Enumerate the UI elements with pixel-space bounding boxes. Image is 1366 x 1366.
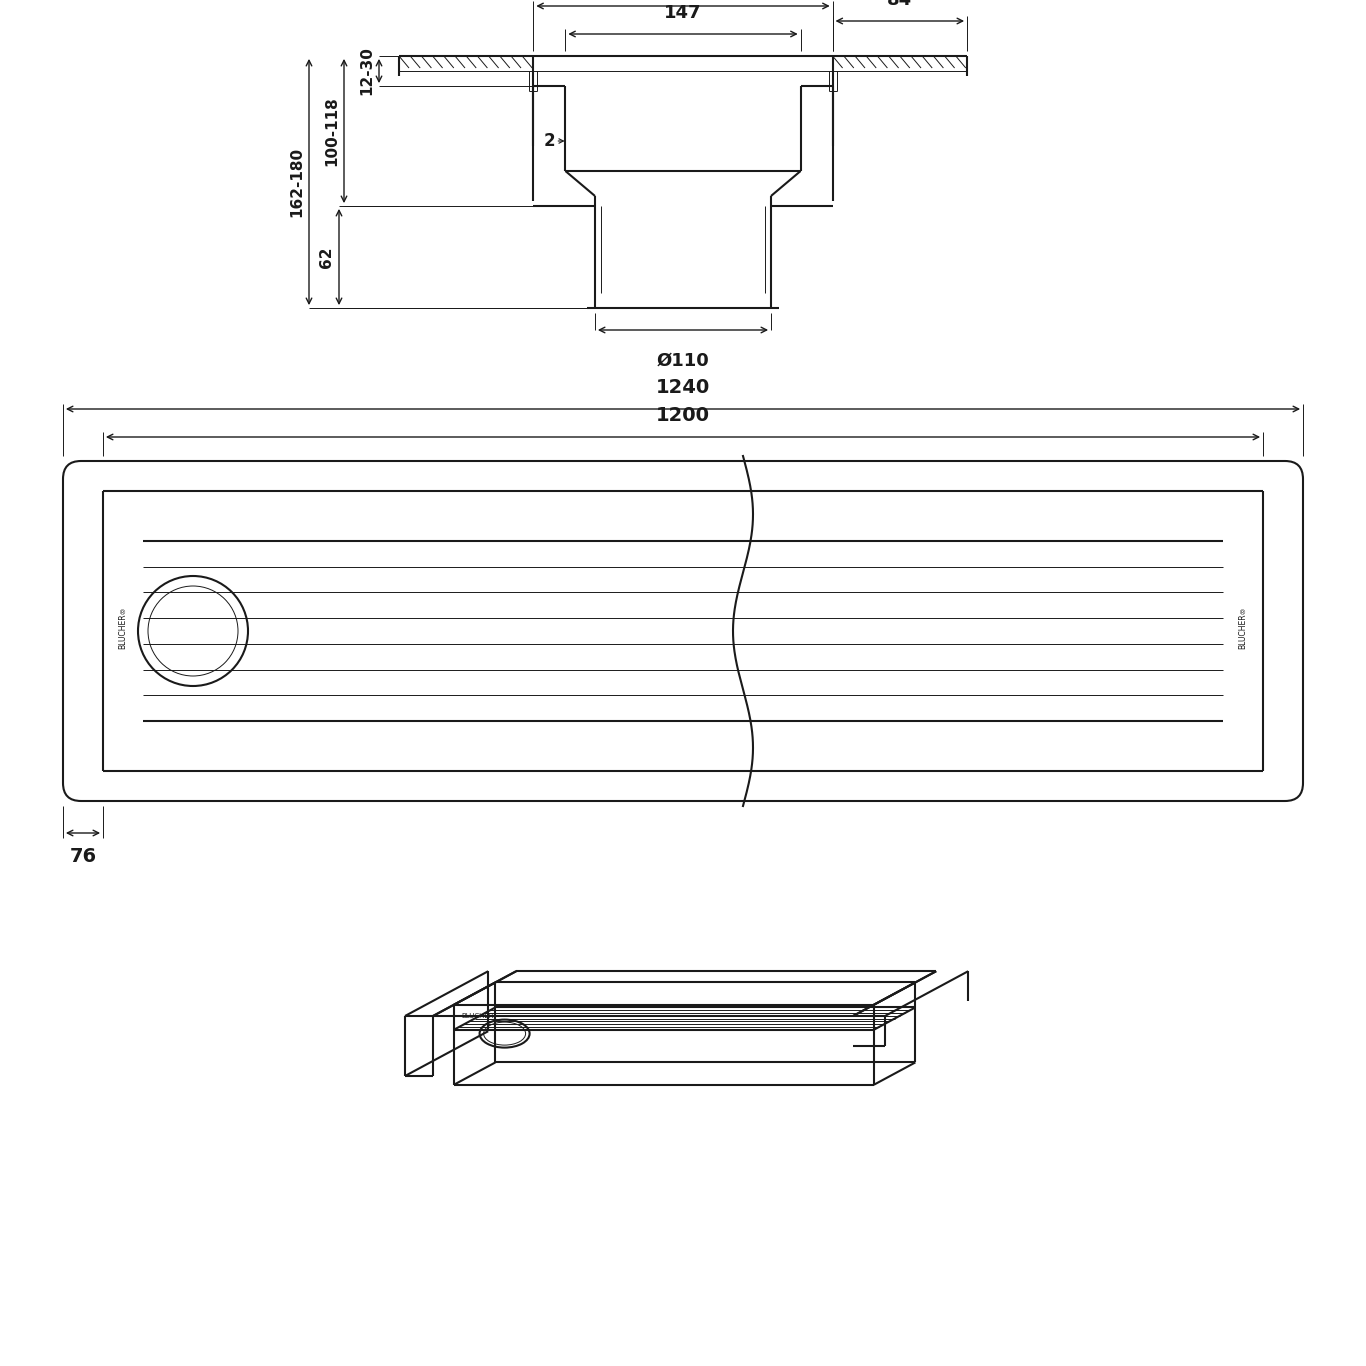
Text: 100-118: 100-118	[324, 96, 339, 165]
Text: 1200: 1200	[656, 406, 710, 425]
Text: Ø110: Ø110	[657, 352, 709, 370]
Text: 84: 84	[888, 0, 912, 10]
Text: BLUCHER: BLUCHER	[1239, 613, 1247, 649]
Text: 147: 147	[664, 4, 702, 22]
Text: BLUCHER: BLUCHER	[462, 1014, 494, 1019]
Text: BLUCHER: BLUCHER	[119, 613, 127, 649]
Text: 2: 2	[544, 133, 555, 150]
Text: 12-30: 12-30	[359, 46, 374, 96]
Text: 1240: 1240	[656, 378, 710, 398]
Text: ®: ®	[119, 611, 127, 616]
Text: 162-180: 162-180	[290, 148, 305, 217]
Text: 62: 62	[320, 246, 335, 268]
Text: ®: ®	[1239, 611, 1247, 616]
Text: 76: 76	[70, 847, 97, 866]
